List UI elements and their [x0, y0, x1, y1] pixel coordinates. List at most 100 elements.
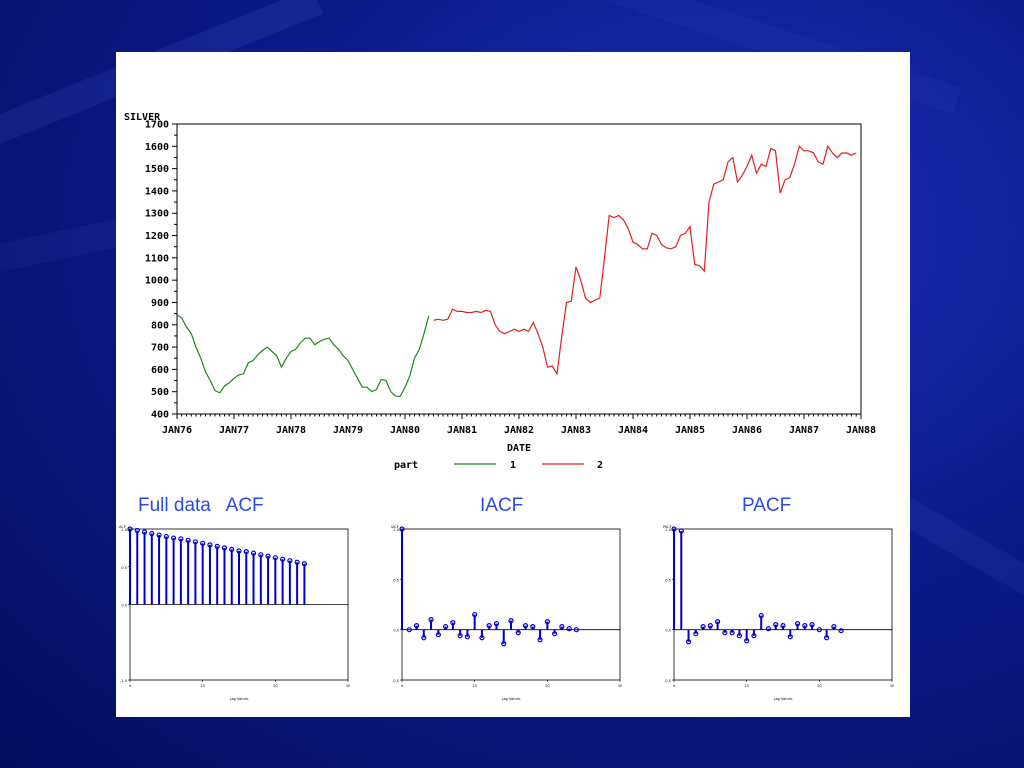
x-tick-label: 20 — [273, 684, 277, 688]
y-tick-label: 1300 — [145, 209, 169, 220]
stem-marker-lag-22 — [559, 624, 565, 630]
x-tick-label: 30 — [346, 684, 350, 688]
stem-marker-lag-6 — [442, 624, 449, 630]
x-tick-label: 10 — [744, 684, 748, 688]
stem-marker-lag-20 — [816, 627, 822, 633]
stem-marker-lag-20 — [544, 619, 550, 625]
stem-marker-lag-23 — [294, 559, 300, 565]
stem-marker-lag-12 — [214, 543, 220, 549]
x-tick-label: JAN84 — [618, 425, 648, 436]
stem-marker-lag-11 — [751, 633, 757, 639]
series-line-part-1 — [176, 314, 430, 397]
x-axis-label: Lag Values — [502, 697, 521, 701]
stem-marker-lag-13 — [221, 545, 228, 551]
y-tick-label: 1.0 — [121, 528, 127, 532]
x-tick-label: JAN85 — [675, 425, 705, 436]
silver-price-line-chart: 400 500 600 700 800 900 1000 1100 1200 1300 1400 15… — [124, 112, 876, 471]
stem-marker-lag-11 — [479, 635, 485, 641]
stem-marker-lag-16 — [787, 634, 793, 640]
stem-marker-lag-22 — [831, 624, 837, 630]
corr-frame — [673, 528, 893, 681]
x-tick-label: JAN79 — [333, 425, 363, 436]
x-axis-label: DATE — [507, 443, 531, 454]
stem-marker-lag-0 — [671, 526, 677, 532]
stem-marker-lag-24 — [573, 627, 579, 633]
stem-marker-lag-2 — [413, 623, 420, 629]
stem-marker-lag-4 — [156, 532, 162, 538]
stem-marker-lag-3 — [693, 631, 699, 637]
stem-marker-lag-17 — [522, 623, 529, 629]
stem-marker-lag-10 — [200, 540, 206, 546]
y-tick-label: 500 — [151, 387, 169, 398]
stem-marker-lag-1 — [678, 528, 684, 534]
legend-label-part-1: 1 — [510, 460, 516, 471]
acf-title: Full data ACF — [138, 495, 264, 516]
stem-marker-lag-16 — [243, 549, 249, 555]
x-tick-label: JAN86 — [732, 425, 762, 436]
slide-panel: 400 500 600 700 800 900 1000 1100 1200 1300 1400 15… — [116, 52, 910, 717]
stem-marker-lag-15 — [236, 548, 242, 554]
stem-marker-lag-5 — [435, 632, 441, 638]
stem-marker-lag-17 — [794, 621, 801, 627]
stem-marker-lag-19 — [537, 637, 543, 643]
y-tick-label: 0.0 — [393, 629, 399, 633]
stem-marker-lag-23 — [838, 628, 844, 634]
x-tick-label: 10 — [472, 684, 476, 688]
x-tick-label: 0 — [129, 684, 131, 688]
y-tick-label: 1600 — [145, 142, 169, 153]
x-axis-label: Lag Values — [230, 697, 249, 701]
x-tick-label: 20 — [817, 684, 821, 688]
y-tick-label: 600 — [151, 365, 169, 376]
legend: part 1 2 — [394, 460, 603, 471]
stem-marker-lag-22 — [287, 558, 293, 564]
x-tick-label: 30 — [890, 684, 894, 688]
stem-marker-lag-24 — [301, 561, 307, 567]
stem-marker-lag-16 — [515, 630, 521, 636]
stem-marker-lag-4 — [428, 616, 434, 623]
stem-marker-lag-8 — [457, 633, 463, 639]
x-tick-label: JAN76 — [162, 425, 192, 436]
stem-marker-lag-6 — [714, 619, 721, 625]
y-tick-label: -0.5 — [392, 679, 399, 683]
stem-marker-lag-9 — [464, 634, 471, 640]
y-tick-label: 1.0 — [393, 528, 399, 532]
stem-marker-lag-23 — [566, 626, 572, 632]
x-tick-label: JAN87 — [789, 425, 819, 436]
pacf-title: PACF — [742, 495, 792, 516]
x-tick-label: JAN83 — [561, 425, 591, 436]
stem-marker-lag-8 — [185, 537, 191, 543]
y-tick-label: 0.0 — [665, 629, 671, 633]
stem-marker-lag-5 — [163, 533, 169, 540]
x-tick-label: JAN81 — [447, 425, 477, 436]
legend-title: part — [394, 460, 418, 471]
x-tick-label: JAN82 — [504, 425, 534, 436]
stem-marker-lag-21 — [824, 635, 830, 641]
y-tick-label: 1100 — [145, 253, 169, 264]
stem-marker-lag-4 — [700, 624, 706, 630]
y-tick-label: 1200 — [145, 231, 169, 242]
stem-marker-lag-6 — [170, 535, 177, 541]
stem-marker-lag-0 — [127, 526, 133, 532]
y-tick-label: 1000 — [145, 276, 169, 287]
x-tick-label: JAN88 — [846, 425, 876, 436]
stem-marker-lag-14 — [501, 641, 507, 647]
y-tick-label: 0.5 — [121, 566, 127, 570]
stem-marker-lag-7 — [178, 536, 184, 542]
stem-marker-lag-12 — [486, 623, 492, 629]
y-axis-label: ACF — [119, 525, 126, 529]
legend-label-part-2: 2 — [597, 460, 603, 471]
series-line-part-2 — [433, 144, 857, 376]
stem-marker-lag-18 — [258, 552, 264, 558]
y-tick-label: 800 — [151, 320, 169, 331]
y-tick-label: 1700 — [145, 120, 169, 131]
stem-marker-lag-7 — [722, 630, 728, 636]
y-tick-label: -0.5 — [664, 679, 671, 683]
stem-marker-lag-15 — [780, 623, 786, 629]
stem-marker-lag-19 — [809, 622, 815, 628]
stem-marker-lag-7 — [450, 620, 456, 626]
plot-frame — [176, 123, 862, 415]
x-tick-label: JAN78 — [276, 425, 306, 436]
stem-marker-lag-11 — [207, 542, 213, 548]
